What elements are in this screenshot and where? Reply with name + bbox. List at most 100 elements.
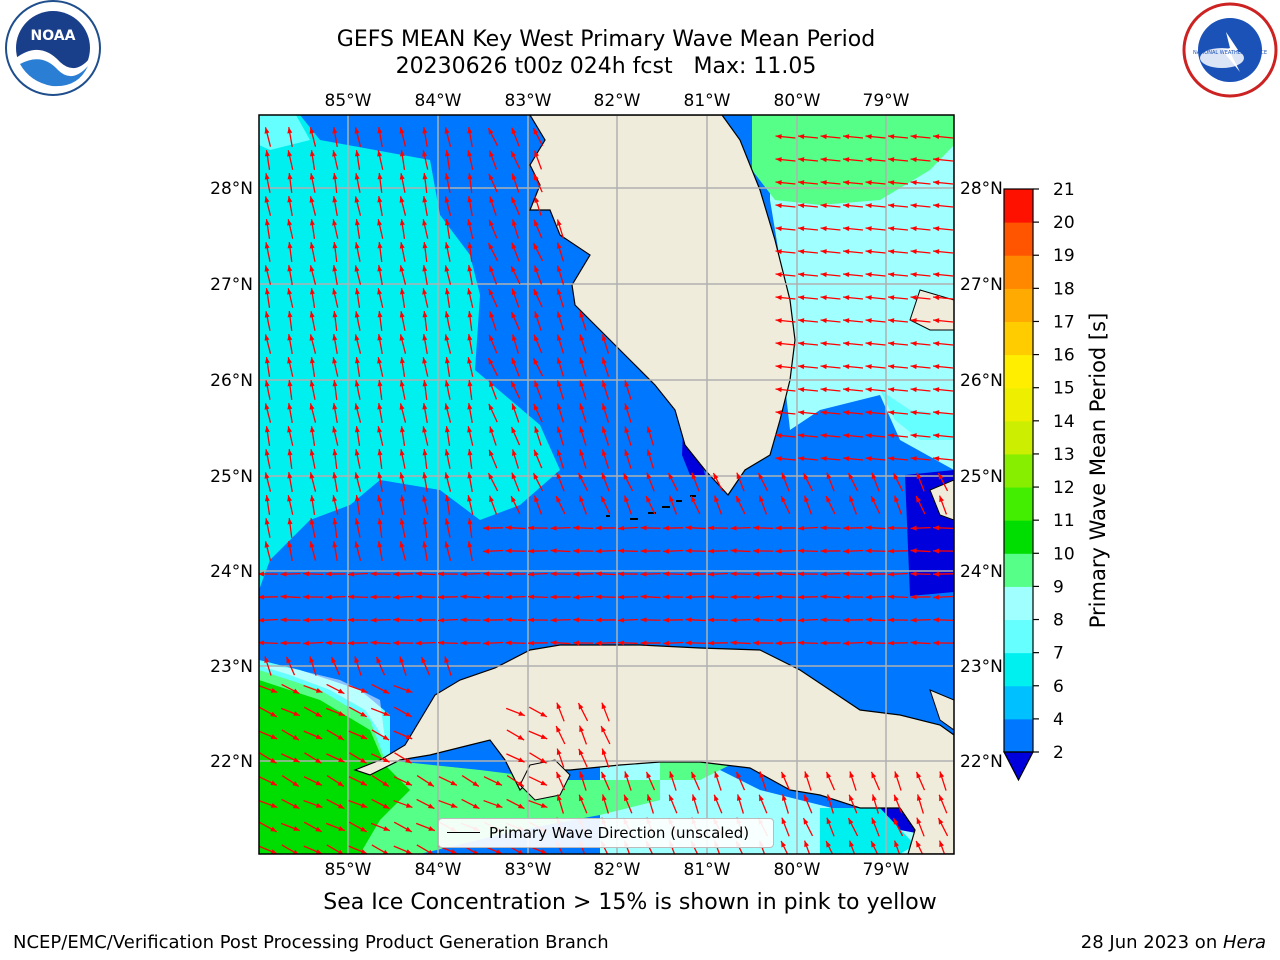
wave-arrow-head <box>332 518 338 525</box>
wave-arrow-head <box>798 571 805 577</box>
wave-arrow-head <box>730 525 737 531</box>
lat-label-right: 22°N <box>960 752 1003 772</box>
wave-arrow-head <box>303 571 310 577</box>
wave-arrow-head <box>910 456 917 462</box>
wave-arrow-head <box>377 426 383 433</box>
wave-arrow-head <box>910 341 917 347</box>
wave-arrow-head <box>798 364 805 370</box>
lat-label-right: 24°N <box>960 562 1003 582</box>
wave-arrow-head <box>450 780 458 786</box>
wave-arrow-head <box>865 548 872 554</box>
wave-arrow-head <box>820 433 827 439</box>
wave-arrow-head <box>759 794 764 802</box>
wave-arrow-head <box>360 688 368 693</box>
wave-arrow-head <box>399 472 405 479</box>
wave-arrow-head <box>438 617 445 623</box>
wave-arrow-head <box>820 180 827 186</box>
wave-arrow-head <box>888 410 895 416</box>
colorbar-tick-label: 4 <box>1053 710 1064 730</box>
colorbar-tick-label: 21 <box>1053 180 1075 200</box>
wave-arrow-head <box>550 548 557 554</box>
wave-arrow-head <box>354 357 360 364</box>
wave-arrow-head <box>871 472 877 480</box>
wave-arrow-head <box>865 272 872 278</box>
wave-arrow-head <box>511 403 517 411</box>
colorbar-title: Primary Wave Mean Period [s] <box>1086 313 1110 629</box>
wave-arrow-head <box>865 364 872 370</box>
wave-arrow-head <box>287 472 293 479</box>
wave-arrow-head <box>354 173 360 180</box>
wave-arrow-head <box>910 203 917 209</box>
wave-arrow-head <box>663 640 670 646</box>
wave-arrow-head <box>377 242 383 249</box>
wave-arrow-head <box>422 288 428 295</box>
wave-arrow-head <box>888 571 895 577</box>
wave-arrow-head <box>511 426 517 434</box>
period-region-light-cyan-strip <box>259 115 310 150</box>
wave-arrow-head <box>332 242 338 249</box>
wave-arrow-head <box>383 711 390 716</box>
wave-arrow-head <box>753 525 760 531</box>
period-region-cyan-west <box>259 115 560 590</box>
wave-arrow-head <box>511 357 517 365</box>
wave-arrow-head <box>348 640 355 646</box>
wave-arrow-head <box>533 243 539 250</box>
wave-arrow-head <box>309 518 315 525</box>
wave-arrow-head <box>489 380 494 388</box>
wave-arrow-head <box>939 495 944 503</box>
wave-arrow-head <box>489 196 495 203</box>
wave-arrow-head <box>708 571 715 577</box>
colorbar-segment <box>1004 222 1033 256</box>
wave-arrow-head <box>798 226 805 232</box>
wave-arrow-head <box>775 272 782 278</box>
wave-arrow-head <box>578 703 584 710</box>
wave-arrow-head <box>264 380 270 387</box>
wave-arrow-head <box>798 203 805 209</box>
wave-arrow-head <box>428 826 435 831</box>
colorbar-tick-label: 15 <box>1053 379 1075 399</box>
wave-arrow-head <box>775 318 782 324</box>
wave-arrow-head <box>843 180 850 186</box>
wave-arrow-head <box>270 849 278 854</box>
wave-arrow-head <box>489 426 495 433</box>
lon-label-top: 85°W <box>325 91 372 111</box>
wave-arrow-head <box>348 617 355 623</box>
colorbar-tick-label: 14 <box>1053 412 1075 432</box>
wave-arrow-head <box>798 157 805 163</box>
wave-arrow-head <box>888 134 895 140</box>
wave-arrow-head <box>309 288 315 295</box>
wave-arrow-head <box>332 173 338 180</box>
wave-arrow-head <box>669 771 675 778</box>
wave-arrow-head <box>489 449 494 457</box>
wave-arrow-head <box>438 571 445 577</box>
wave-arrow-head <box>803 818 809 825</box>
wave-arrow-head <box>820 617 827 623</box>
wave-arrow-head <box>640 548 647 554</box>
wave-arrow-head <box>264 656 270 663</box>
wave-arrow-head <box>540 734 548 739</box>
colorbar-segment <box>1004 387 1033 422</box>
wave-arrow-head <box>843 617 850 623</box>
lon-label-bottom: 79°W <box>863 860 910 880</box>
lon-label-top: 84°W <box>415 91 462 111</box>
wave-arrow-head <box>483 548 490 554</box>
wave-arrow-head <box>517 849 524 854</box>
lat-label-right: 28°N <box>960 179 1003 199</box>
wave-arrow-head <box>933 203 940 209</box>
wave-arrow-head <box>865 594 872 600</box>
colorbar-tick-label: 19 <box>1053 246 1075 266</box>
wave-arrow-head <box>467 518 473 525</box>
wave-arrow-head <box>894 495 899 503</box>
wave-arrow-head <box>820 525 827 531</box>
wave-arrow-head <box>595 594 602 600</box>
wave-arrow-head <box>259 640 265 646</box>
wave-arrow-head <box>798 548 805 554</box>
wave-arrow-head <box>663 571 670 577</box>
wave-arrow-head <box>775 341 782 347</box>
wave-arrow-head <box>888 433 895 439</box>
wave-arrow-head <box>292 734 300 741</box>
land-cuba <box>353 644 954 854</box>
lat-label-right: 27°N <box>960 275 1003 295</box>
wave-arrow-head <box>601 380 607 387</box>
wave-arrow-head <box>354 242 360 249</box>
